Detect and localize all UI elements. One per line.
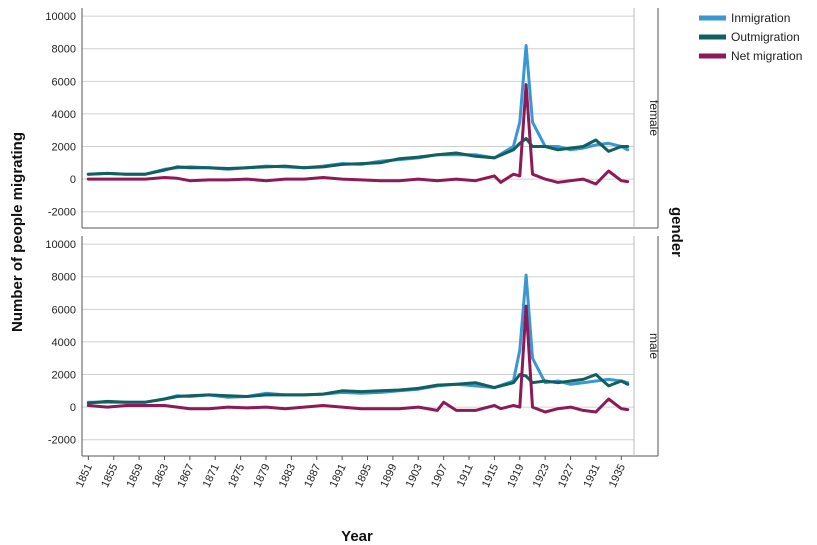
x-tick-label: 1923 xyxy=(531,462,552,489)
series-line-net-migration-female xyxy=(86,83,630,186)
y-tick-label: 8000 xyxy=(52,272,76,284)
y-tick-label: 4000 xyxy=(52,109,76,121)
y-tick-label: 0 xyxy=(70,402,76,414)
x-tick-label: 1859 xyxy=(125,462,146,489)
facet-title: gender xyxy=(668,207,685,257)
x-tick-label: 1887 xyxy=(302,462,323,489)
series-line-inmigration-male xyxy=(86,273,630,404)
series-line-outmigration-female xyxy=(86,136,630,176)
series-line-inmigration-female xyxy=(86,44,630,176)
x-tick-label: 1891 xyxy=(328,462,349,489)
legend-label-outmigration: Outmigration xyxy=(731,30,800,44)
y-tick-label: 10000 xyxy=(45,11,76,23)
x-tick-label: 1867 xyxy=(175,462,196,489)
x-tick-label: 1895 xyxy=(353,462,374,489)
x-tick-label: 1911 xyxy=(455,462,476,489)
y-tick-label: 6000 xyxy=(52,304,76,316)
series-line-net-migration-male xyxy=(86,304,630,414)
x-tick-label: 1879 xyxy=(251,462,272,489)
x-tick-label: 1903 xyxy=(404,462,425,489)
strip-label-female: female xyxy=(647,100,661,136)
x-tick-label: 1883 xyxy=(277,462,298,489)
x-tick-label: 1927 xyxy=(556,462,577,489)
x-tick-label: 1871 xyxy=(201,462,222,489)
y-tick-label: 0 xyxy=(70,174,76,186)
y-tick-label: 6000 xyxy=(52,76,76,88)
x-tick-label: 1935 xyxy=(607,462,628,489)
legend-label-inmigration: Inmigration xyxy=(731,11,790,25)
y-tick-label: 2000 xyxy=(52,370,76,382)
x-tick-label: 1875 xyxy=(226,462,247,489)
x-tick-label: 1915 xyxy=(480,462,501,489)
strip-label-male: male xyxy=(647,333,661,359)
y-tick-label: -2000 xyxy=(48,435,76,447)
legend-label-net-migration: Net migration xyxy=(731,49,802,63)
x-tick-label: 1851 xyxy=(74,462,95,489)
x-axis-title: Year xyxy=(341,528,373,545)
x-tick-label: 1919 xyxy=(505,462,526,489)
x-tick-label: 1931 xyxy=(581,462,602,489)
x-tick-label: 1899 xyxy=(378,462,399,489)
y-tick-label: -2000 xyxy=(48,207,76,219)
y-tick-label: 10000 xyxy=(45,239,76,251)
y-axis-title: Number of people migrating xyxy=(9,132,26,332)
x-tick-label: 1855 xyxy=(99,462,120,489)
x-tick-label: 1863 xyxy=(150,462,171,489)
y-tick-label: 2000 xyxy=(52,142,76,154)
y-tick-label: 8000 xyxy=(52,44,76,56)
y-tick-label: 4000 xyxy=(52,337,76,349)
x-tick-label: 1907 xyxy=(429,462,450,489)
series-line-outmigration-male xyxy=(86,373,630,405)
